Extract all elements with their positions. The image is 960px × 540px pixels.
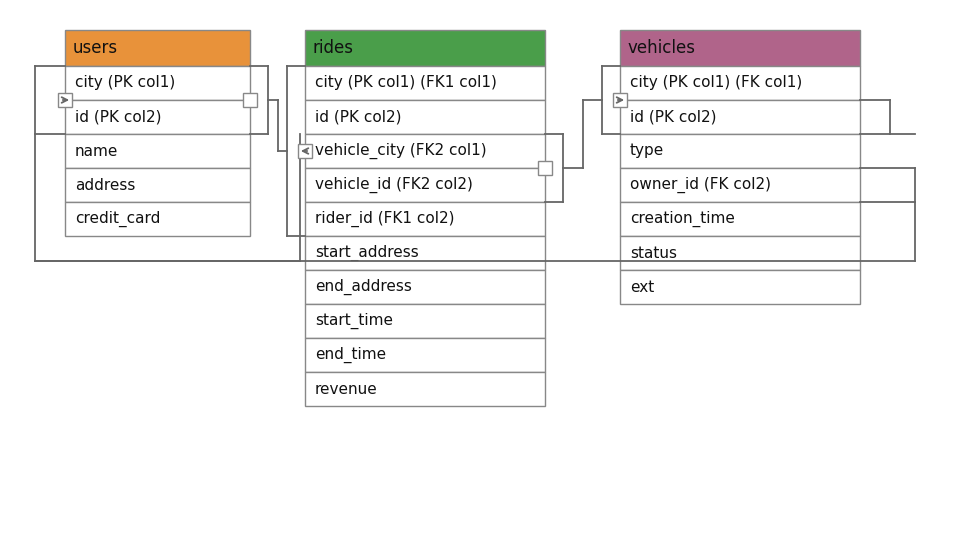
Bar xyxy=(65,30,250,66)
Bar xyxy=(65,100,250,134)
Bar xyxy=(65,134,250,168)
Bar xyxy=(620,134,860,168)
Text: rider_id (FK1 col2): rider_id (FK1 col2) xyxy=(315,211,454,227)
Text: end_address: end_address xyxy=(315,279,412,295)
Text: name: name xyxy=(75,144,118,159)
Bar xyxy=(65,66,250,100)
Bar xyxy=(305,168,545,202)
Text: id (PK col2): id (PK col2) xyxy=(75,110,161,125)
Bar xyxy=(620,270,860,304)
Bar xyxy=(538,161,552,175)
Bar xyxy=(65,168,250,202)
Bar xyxy=(305,270,545,304)
Bar xyxy=(620,66,860,100)
Text: creation_time: creation_time xyxy=(630,211,734,227)
Text: vehicles: vehicles xyxy=(628,39,696,57)
Text: start_time: start_time xyxy=(315,313,393,329)
Text: city (PK col1) (FK1 col1): city (PK col1) (FK1 col1) xyxy=(315,76,497,91)
Bar xyxy=(243,93,257,107)
Text: revenue: revenue xyxy=(315,381,377,396)
Text: type: type xyxy=(630,144,664,159)
Bar xyxy=(305,304,545,338)
Text: id (PK col2): id (PK col2) xyxy=(315,110,401,125)
Bar xyxy=(305,30,545,66)
Text: start_address: start_address xyxy=(315,245,419,261)
Bar xyxy=(305,338,545,372)
Text: id (PK col2): id (PK col2) xyxy=(630,110,716,125)
Bar xyxy=(305,100,545,134)
Bar xyxy=(620,202,860,236)
Text: vehicle_city (FK2 col1): vehicle_city (FK2 col1) xyxy=(315,143,487,159)
Text: address: address xyxy=(75,178,135,192)
Text: city (PK col1) (FK col1): city (PK col1) (FK col1) xyxy=(630,76,803,91)
Text: vehicle_id (FK2 col2): vehicle_id (FK2 col2) xyxy=(315,177,473,193)
Bar xyxy=(305,202,545,236)
Bar xyxy=(305,66,545,100)
Bar xyxy=(305,236,545,270)
Text: credit_card: credit_card xyxy=(75,211,160,227)
Bar xyxy=(65,202,250,236)
Text: rides: rides xyxy=(313,39,354,57)
Text: city (PK col1): city (PK col1) xyxy=(75,76,176,91)
Bar xyxy=(298,144,312,158)
Bar xyxy=(620,236,860,270)
Text: owner_id (FK col2): owner_id (FK col2) xyxy=(630,177,771,193)
Bar xyxy=(620,30,860,66)
Text: end_time: end_time xyxy=(315,347,386,363)
Text: users: users xyxy=(73,39,118,57)
Bar xyxy=(620,168,860,202)
Bar xyxy=(305,372,545,406)
Text: ext: ext xyxy=(630,280,655,294)
Text: status: status xyxy=(630,246,677,260)
Bar xyxy=(613,93,627,107)
Bar xyxy=(620,100,860,134)
Bar xyxy=(305,134,545,168)
Bar xyxy=(58,93,72,107)
